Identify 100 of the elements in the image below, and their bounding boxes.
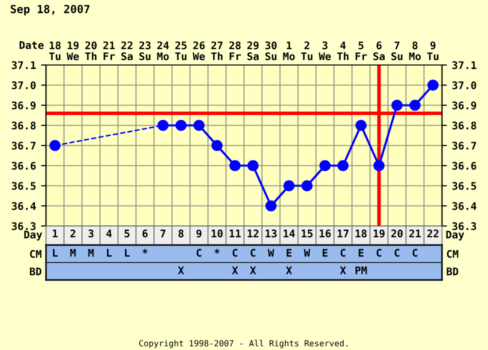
y2-tick-label: BD <box>446 268 458 276</box>
point <box>193 120 205 131</box>
x-tick-label: 8 <box>178 230 184 238</box>
text: E <box>322 249 328 257</box>
x-tick-label: 16 <box>320 230 331 238</box>
y-tick-label: 36.4 <box>12 202 36 210</box>
text: E <box>358 249 364 257</box>
x-tick-label: 3 We <box>318 41 331 60</box>
x-tick-label: 2 Tu <box>301 41 312 60</box>
x-tick-label: 22 <box>427 230 438 238</box>
text: X <box>232 266 238 274</box>
x-tick-label: 18 <box>356 230 367 238</box>
x-tick-label: 19 We <box>66 42 79 60</box>
x-tick-label: 22 Sa <box>121 41 133 60</box>
x-tick-label: 21 Fr <box>103 41 115 60</box>
y-tick-label: 36.5 <box>12 182 36 190</box>
y2-tick-label: 36.4 <box>452 202 476 210</box>
x-tick-label: 25 Tu <box>175 41 187 60</box>
text: * <box>214 248 220 254</box>
text: W <box>304 249 310 257</box>
text: * <box>142 248 148 254</box>
text: M <box>70 249 76 257</box>
x-tick-label: 15 <box>302 230 313 238</box>
point <box>265 200 277 212</box>
text: PM <box>356 266 367 274</box>
x-tick-label: 3 <box>88 230 94 238</box>
point <box>355 120 367 131</box>
text: Day <box>446 230 464 241</box>
y2-tick-label: 36.5 <box>452 182 476 190</box>
text: Copyright 1998-2007 - All Rights Reserved. <box>139 340 348 348</box>
x-tick-label: 10 <box>212 230 223 238</box>
point <box>391 100 403 111</box>
y2-tick-label: 37.1 <box>452 61 476 70</box>
x-axis-title: Day <box>24 230 42 241</box>
text: L <box>53 249 58 257</box>
x-tick-label: 9 Tu <box>427 42 438 60</box>
x-tick-label: 26 We <box>192 41 205 60</box>
text: C <box>394 248 400 257</box>
text: C <box>250 248 256 257</box>
x-tick-label: 17 <box>338 230 348 238</box>
x-tick-label: 1 Mo <box>283 42 295 60</box>
x-tick-label: 2 <box>70 230 76 238</box>
text: W <box>268 249 274 257</box>
x-tick-label: 6 Sa <box>373 41 385 60</box>
y2-tick-label: 36.3 <box>452 222 476 230</box>
x-tick-label: 28 Fr <box>229 41 241 60</box>
text: L <box>107 249 112 257</box>
y2-tick-label: 36.7 <box>452 142 476 150</box>
point <box>301 180 313 192</box>
x-tick-label: 24 Mo <box>157 41 169 60</box>
x-axis-title: Date <box>20 41 44 50</box>
point <box>157 120 169 131</box>
point <box>427 80 439 91</box>
y-tick-label: 37.0 <box>12 81 36 90</box>
y-tick-label: 36.9 <box>12 101 36 110</box>
y-tick-label: 36.3 <box>12 222 36 230</box>
x-tick-label: 7 Su <box>391 42 402 60</box>
x-tick-label: 19 <box>374 230 385 238</box>
point <box>49 140 61 152</box>
y2-tick-label: 36.6 <box>452 162 476 170</box>
text: X <box>286 266 292 274</box>
x-tick-label: 5 <box>124 230 130 238</box>
x-tick-label: 6 <box>142 230 148 238</box>
x-tick-label: 9 <box>196 230 202 238</box>
x-tick-label: 18 Tu <box>49 41 61 60</box>
chart-title: Sep 18, 2007 <box>10 4 90 16</box>
x-tick-label: 5 Fr <box>356 42 367 60</box>
point <box>175 120 187 131</box>
x-tick-label: 14 <box>284 230 295 238</box>
text: C <box>196 248 202 257</box>
x-tick-label: 11 <box>230 230 241 238</box>
x-tick-label: 8 Mo <box>409 41 421 60</box>
point <box>319 160 331 172</box>
text: M <box>88 249 94 257</box>
x-tick-label: 30 Su <box>265 41 277 60</box>
text: X <box>250 266 256 274</box>
point <box>283 180 295 192</box>
x-tick-label: 4 <box>106 230 112 238</box>
text: L <box>125 249 130 257</box>
x-tick-label: 27 Th <box>211 41 222 60</box>
x-tick-label: 13 <box>266 230 277 238</box>
y2-tick-label: 36.8 <box>452 122 476 130</box>
x-tick-label: 12 <box>248 230 258 238</box>
x-tick-label: 29 Sa <box>247 41 259 60</box>
point <box>409 100 421 111</box>
x-tick-label: 20 Th <box>85 41 97 60</box>
text: X <box>178 266 184 274</box>
point <box>373 160 385 172</box>
text: E <box>286 249 292 257</box>
point <box>211 140 223 152</box>
text: C <box>340 248 346 257</box>
text: X <box>340 266 346 274</box>
x-tick-label: 1 <box>52 230 58 238</box>
text: C <box>232 248 238 257</box>
x-tick-label: 4 Th <box>337 42 348 60</box>
text: C <box>412 248 418 257</box>
x-tick-label: 7 <box>160 230 166 238</box>
point <box>337 160 349 172</box>
y-tick-label: 36.6 <box>12 162 36 170</box>
y-tick-label: 36.7 <box>12 142 36 150</box>
